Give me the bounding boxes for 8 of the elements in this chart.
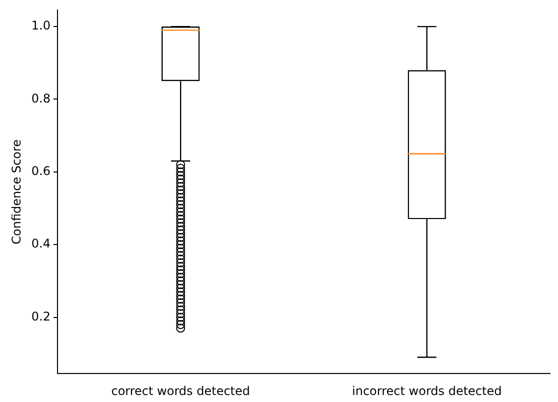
x-tick-label: incorrect words detected [352, 384, 502, 398]
x-tick-label: correct words detected [111, 384, 250, 398]
y-axis-title: Confidence Score [9, 139, 24, 244]
y-tick-label: 0.6 [31, 164, 50, 178]
y-tick-label: 1.0 [31, 18, 50, 33]
y-tick-label: 0.2 [31, 309, 50, 324]
y-tick-label: 0.8 [31, 91, 50, 106]
y-tick-label: 0.4 [31, 236, 50, 251]
